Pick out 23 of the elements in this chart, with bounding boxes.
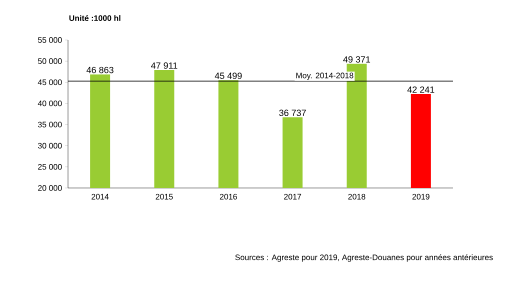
x-tick-label: 2015 — [156, 194, 173, 200]
data-label: 49 371 — [343, 56, 370, 63]
x-tick-label: 2014 — [92, 194, 109, 200]
y-tick-label: 40 000 — [38, 100, 62, 106]
x-tick-label: 2017 — [284, 194, 302, 200]
data-label: 46 863 — [86, 66, 114, 74]
y-tick-label: 30 000 — [38, 142, 62, 149]
source-note: Sources : Agreste pour 2019, Agreste-Douanes pour années antérieures — [235, 254, 493, 262]
x-tick-label: 2019 — [412, 194, 430, 200]
data-label: 45 499 — [214, 72, 242, 79]
data-label: 36 737 — [279, 110, 306, 116]
data-label: 42 241 — [407, 86, 434, 93]
y-tick-label: 35 000 — [38, 122, 62, 128]
y-tick-label: 25 000 — [38, 164, 62, 170]
y-tick-label: 20 000 — [38, 185, 62, 191]
data-label: 47 911 — [151, 62, 178, 69]
chart-title: Unité :1000 hl — [69, 15, 120, 21]
y-tick-label: 45 000 — [38, 79, 62, 86]
y-tick-label: 55 000 — [38, 37, 62, 43]
y-tick-label: 50 000 — [38, 58, 62, 64]
x-tick-label: 2018 — [348, 194, 366, 200]
ref-line-label: Moy. 2014-2018 — [296, 72, 354, 80]
x-tick-label: 2016 — [220, 194, 237, 200]
